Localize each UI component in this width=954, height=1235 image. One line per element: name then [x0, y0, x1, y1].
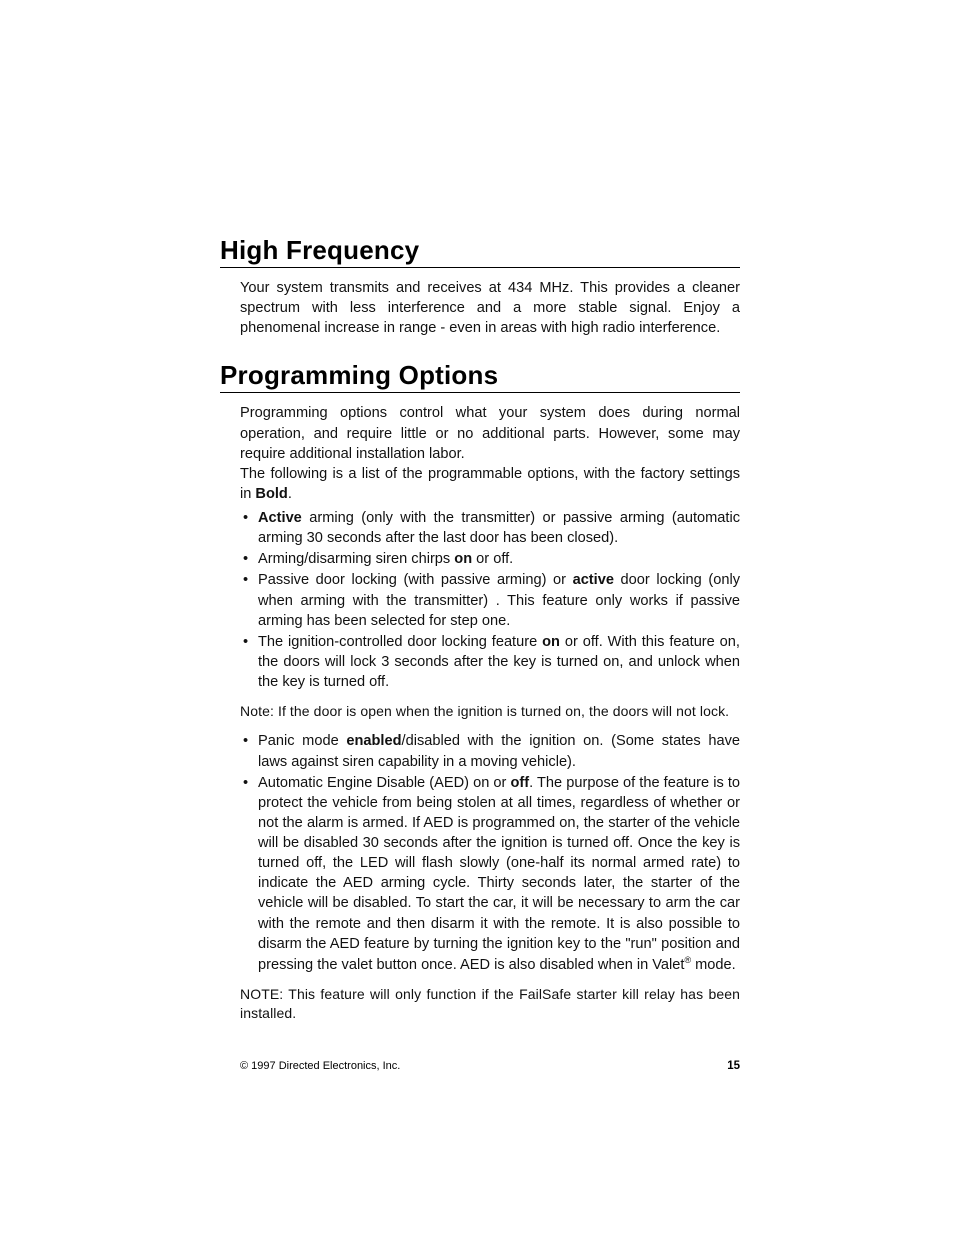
- page-number: 15: [727, 1060, 740, 1072]
- list-item: Passive door locking (with passive armin…: [240, 570, 740, 630]
- page-footer: © 1997 Directed Electronics, Inc. 15: [240, 1060, 740, 1072]
- text: Automatic Engine Disable (AED) on or: [258, 775, 510, 791]
- section2-para2: The following is a list of the programma…: [240, 464, 740, 504]
- list-item: Active arming (only with the transmitter…: [240, 508, 740, 548]
- bold-text: Active: [258, 510, 302, 526]
- list-item: The ignition-controlled door locking fea…: [240, 632, 740, 692]
- list-item: Panic mode enabled/disabled with the ign…: [240, 731, 740, 771]
- text: The ignition-controlled door locking fea…: [258, 634, 542, 650]
- text: . The purpose of the feature is to prote…: [258, 775, 740, 973]
- text: The following is a list of the programma…: [240, 466, 740, 502]
- bold-text: enabled: [346, 733, 401, 749]
- text: Passive door locking (with passive armin…: [258, 572, 573, 588]
- bullet-list-a: Active arming (only with the transmitter…: [240, 508, 740, 692]
- note-text: If the door is open when the ignition is…: [274, 703, 729, 719]
- note-label: Note:: [240, 703, 274, 719]
- text: Arming/disarming siren chirps: [258, 551, 454, 567]
- text: .: [288, 486, 292, 502]
- section2-body: Programming options control what your sy…: [240, 403, 740, 1023]
- heading-high-frequency: High Frequency: [220, 235, 740, 268]
- bullet-list-b: Panic mode enabled/disabled with the ign…: [240, 731, 740, 974]
- bold-text: on: [542, 634, 560, 650]
- section1-para: Your system transmits and receives at 43…: [240, 278, 740, 338]
- bold-text: off: [510, 775, 529, 791]
- note-1: Note: If the door is open when the ignit…: [240, 702, 740, 721]
- heading-programming-options: Programming Options: [220, 360, 740, 393]
- bold-text: active: [573, 572, 614, 588]
- note-label: NOTE:: [240, 986, 283, 1002]
- note-2: NOTE: This feature will only function if…: [240, 985, 740, 1024]
- copyright-text: © 1997 Directed Electronics, Inc.: [240, 1060, 400, 1072]
- text: arming (only with the transmitter) or pa…: [258, 510, 740, 546]
- note-text: This feature will only function if the F…: [240, 986, 740, 1021]
- bold-text: Bold: [255, 486, 287, 502]
- section1-body: Your system transmits and receives at 43…: [240, 278, 740, 338]
- text: Panic mode: [258, 733, 346, 749]
- text: mode.: [691, 957, 736, 973]
- list-item: Automatic Engine Disable (AED) on or off…: [240, 773, 740, 975]
- section2-para1: Programming options control what your sy…: [240, 403, 740, 463]
- text: or off.: [472, 551, 513, 567]
- list-item: Arming/disarming siren chirps on or off.: [240, 549, 740, 569]
- bold-text: on: [454, 551, 472, 567]
